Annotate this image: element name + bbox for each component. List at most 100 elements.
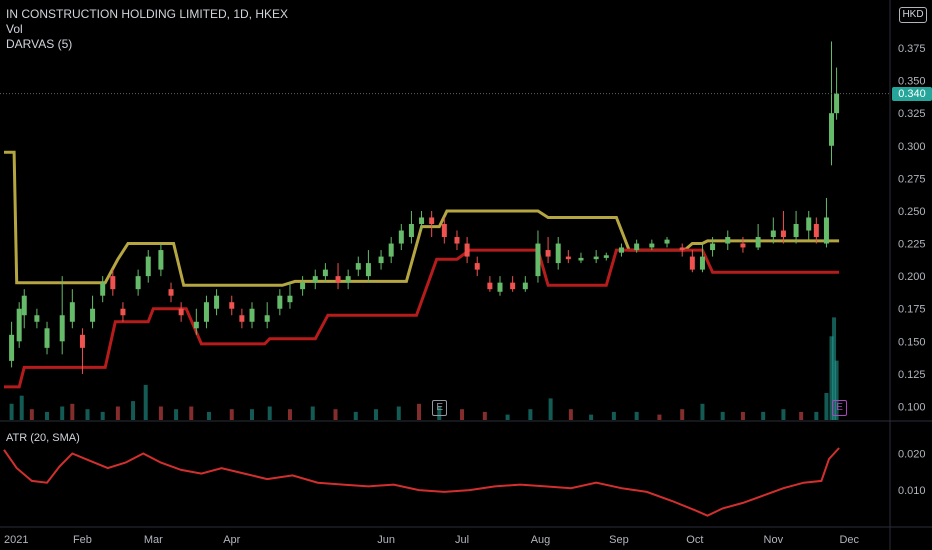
volume-bar	[589, 414, 594, 420]
currency-badge[interactable]: HKD	[899, 7, 927, 23]
date-tick-label: Feb	[73, 534, 92, 546]
candle-body	[345, 276, 351, 283]
date-tick-label: Jun	[377, 534, 395, 546]
candle-body	[464, 243, 470, 257]
candle-body	[145, 256, 151, 277]
candle-body	[9, 334, 15, 361]
candle-body	[545, 250, 551, 257]
volume-bar	[333, 409, 338, 420]
candle-body	[823, 217, 829, 244]
candle-body	[21, 295, 27, 316]
darvas-boxes	[4, 150, 840, 389]
candle-body	[487, 282, 493, 290]
volume-bar	[700, 403, 705, 420]
volume-bar	[158, 406, 163, 420]
candle-body	[535, 243, 541, 277]
candle-body	[135, 276, 141, 290]
volume-bars	[9, 317, 839, 420]
price-tick-label: 0.125	[898, 369, 926, 381]
volume-bar	[720, 411, 725, 420]
candle-body	[441, 223, 447, 238]
volume-bar	[824, 393, 829, 420]
candle-body	[429, 217, 435, 224]
volume-bar	[374, 409, 378, 420]
earnings-marker[interactable]: E	[432, 400, 448, 416]
candle-body	[158, 250, 164, 270]
chart-legend: IN CONSTRUCTION HOLDING LIMITED, 1D, HKE…	[6, 7, 288, 52]
candle-body	[44, 328, 50, 348]
darvas-indicator-label[interactable]: DARVAS (5)	[6, 37, 73, 51]
candle-body	[770, 230, 776, 238]
candle-body	[193, 321, 199, 329]
candle-body	[69, 302, 75, 322]
volume-indicator-label[interactable]: Vol	[6, 22, 23, 36]
candle-body	[593, 256, 599, 260]
candle-body	[398, 230, 404, 244]
candle-body	[277, 295, 283, 309]
volume-bar	[19, 395, 24, 420]
price-tick-label: 0.325	[898, 108, 926, 120]
candle-body	[649, 243, 655, 248]
candle-body	[689, 256, 695, 270]
date-tick-label: Apr	[223, 534, 240, 546]
volume-bar	[131, 401, 136, 420]
date-tick-label: Aug	[531, 534, 551, 546]
volume-bar	[250, 409, 254, 420]
atr-tick-label: 0.020	[898, 448, 926, 460]
candle-body	[312, 276, 318, 283]
earnings-marker[interactable]: E	[832, 400, 848, 416]
volume-bar	[9, 403, 14, 420]
candle-body	[355, 263, 361, 270]
volume-bar	[657, 414, 662, 420]
price-tick-label: 0.175	[898, 304, 926, 316]
candle-body	[408, 223, 414, 238]
volume-bar	[417, 403, 422, 420]
date-tick-label: Dec	[839, 534, 859, 546]
atr-indicator-label[interactable]: ATR (20, SMA)	[6, 432, 80, 444]
volume-bar	[267, 406, 272, 420]
candle-body	[287, 295, 293, 303]
volume-bar	[396, 406, 401, 420]
candle-body	[634, 243, 640, 251]
candle-body	[229, 302, 235, 309]
candle-body	[725, 237, 731, 244]
darvas-bottom-line	[4, 248, 840, 389]
date-tick-label: Oct	[686, 534, 703, 546]
volume-bar	[761, 411, 766, 420]
volume-bar	[460, 409, 465, 420]
candle-body	[834, 93, 840, 114]
price-tick-label: 0.100	[898, 402, 926, 414]
price-candles	[0, 41, 890, 374]
volume-bar	[568, 409, 573, 420]
candle-body	[780, 230, 786, 238]
date-tick-label: Jul	[455, 534, 469, 546]
volume-bar	[100, 411, 105, 420]
candle-body	[679, 247, 685, 251]
candle-body	[100, 282, 106, 296]
volume-bar	[353, 411, 358, 420]
candle-body	[755, 237, 761, 248]
candle-body	[79, 334, 85, 348]
volume-bar	[814, 411, 819, 420]
candle-body	[120, 308, 126, 316]
date-tick-label: Mar	[144, 534, 163, 546]
volume-bar	[60, 406, 65, 420]
candle-body	[565, 256, 571, 260]
candle-body	[699, 256, 705, 270]
volume-bar	[206, 411, 211, 420]
volume-bar	[310, 406, 315, 420]
candle-body	[178, 308, 184, 316]
symbol-title[interactable]: IN CONSTRUCTION HOLDING LIMITED, 1D, HKE…	[6, 7, 289, 21]
candle-body	[335, 276, 341, 283]
volume-bar	[611, 411, 616, 420]
volume-bar	[781, 409, 786, 420]
volume-bar	[505, 414, 510, 420]
candle-body	[618, 247, 624, 253]
volume-bar	[29, 409, 34, 420]
volume-bar	[437, 406, 442, 420]
date-tick-label: 2021	[4, 534, 28, 546]
volume-bar	[680, 409, 685, 420]
candle-body	[214, 295, 220, 309]
date-tick-label: Sep	[609, 534, 629, 546]
